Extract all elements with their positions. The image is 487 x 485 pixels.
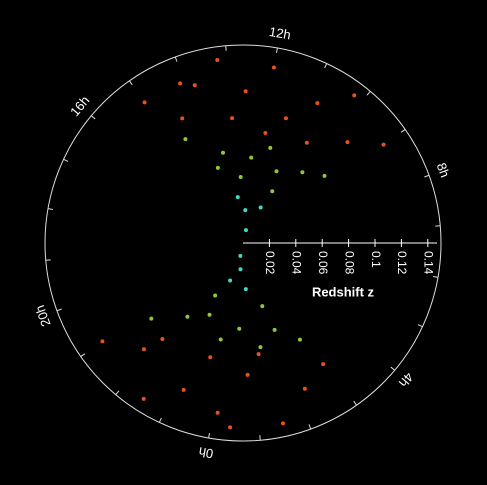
galaxy-point bbox=[243, 287, 248, 292]
galaxy-point bbox=[304, 140, 309, 145]
galaxy-point bbox=[207, 312, 212, 317]
rim-tick bbox=[115, 390, 120, 395]
galaxy-point bbox=[381, 142, 386, 147]
galaxy-point bbox=[258, 205, 263, 210]
galaxy-point bbox=[235, 195, 240, 200]
galaxy-point bbox=[185, 314, 190, 319]
galaxy-point bbox=[141, 396, 146, 401]
rim-tick bbox=[366, 91, 371, 96]
r-tick-label: 0.14 bbox=[422, 251, 436, 275]
r-tick-label: 0.02 bbox=[263, 251, 277, 275]
rim-tick bbox=[353, 400, 357, 406]
galaxy-point bbox=[302, 386, 307, 391]
rim-tick bbox=[432, 276, 439, 278]
galaxy-point bbox=[221, 150, 226, 155]
galaxy-point bbox=[228, 278, 233, 283]
galaxy-point bbox=[215, 410, 220, 415]
galaxy-point bbox=[345, 140, 350, 145]
galaxy-point bbox=[243, 89, 248, 94]
galaxy-point bbox=[270, 189, 275, 194]
galaxy-point bbox=[260, 304, 265, 309]
angle-tick-label: 12h bbox=[268, 24, 292, 43]
galaxy-point bbox=[280, 421, 285, 426]
angle-tick-label: 0h bbox=[198, 444, 215, 461]
galaxy-point bbox=[149, 316, 154, 321]
rim-tick bbox=[400, 129, 406, 133]
galaxy-point bbox=[215, 165, 220, 170]
galaxy-point bbox=[180, 116, 185, 121]
rim-tick bbox=[424, 174, 430, 178]
galaxy-point bbox=[245, 372, 250, 377]
galaxy-point bbox=[283, 116, 288, 121]
galaxy-point bbox=[238, 175, 243, 180]
galaxy-point bbox=[183, 137, 188, 142]
galaxy-point bbox=[258, 345, 263, 350]
galaxy-point bbox=[243, 228, 248, 233]
galaxy-point bbox=[249, 155, 254, 160]
rim-tick bbox=[174, 56, 178, 62]
galaxy-point bbox=[297, 337, 302, 342]
galaxy-point bbox=[218, 337, 223, 342]
galaxy-point bbox=[263, 131, 268, 136]
galaxy-point bbox=[238, 253, 243, 258]
r-tick-label: 0.06 bbox=[316, 251, 330, 275]
r-tick-label: 0.12 bbox=[395, 251, 409, 275]
galaxy-point bbox=[100, 339, 105, 344]
galaxy-point bbox=[272, 327, 277, 332]
rim-tick bbox=[208, 432, 210, 439]
rim-tick bbox=[63, 158, 69, 162]
galaxy-point bbox=[271, 65, 276, 70]
galaxy-point bbox=[352, 93, 357, 98]
galaxy-point bbox=[321, 362, 326, 367]
rim-tick bbox=[324, 63, 328, 69]
rim-tick bbox=[276, 47, 278, 54]
galaxy-point bbox=[215, 57, 220, 62]
galaxy-point bbox=[256, 352, 261, 357]
galaxy-point bbox=[178, 81, 183, 86]
rim-tick bbox=[308, 424, 312, 430]
galaxy-point bbox=[142, 100, 147, 105]
galaxy-point bbox=[141, 347, 146, 352]
angle-tick-label: 8h bbox=[434, 161, 453, 180]
galaxy-point bbox=[315, 101, 320, 106]
galaxy-point bbox=[243, 208, 248, 213]
galaxy-point bbox=[268, 145, 273, 150]
galaxy-point bbox=[213, 293, 218, 298]
r-tick-label: 0.04 bbox=[290, 251, 304, 275]
rim-tick bbox=[417, 324, 423, 328]
rim-tick bbox=[47, 208, 54, 210]
galaxy-point bbox=[230, 116, 235, 121]
r-tick-label: 0.1 bbox=[369, 251, 383, 268]
rim-tick bbox=[91, 115, 96, 120]
rim-tick bbox=[390, 366, 395, 371]
outer-circle bbox=[44, 44, 442, 442]
galaxy-point bbox=[237, 326, 242, 331]
angle-tick-label: 20h bbox=[32, 303, 54, 329]
galaxy-point bbox=[160, 337, 165, 342]
galaxy-point bbox=[322, 173, 327, 178]
galaxy-point bbox=[274, 169, 279, 174]
rim-tick bbox=[158, 417, 162, 423]
rim-tick bbox=[56, 308, 62, 312]
r-tick-label: 0.08 bbox=[342, 251, 356, 275]
galaxy-point bbox=[192, 83, 197, 88]
rim-tick bbox=[129, 80, 133, 86]
axis-label: Redshift z bbox=[312, 284, 375, 299]
galaxy-point bbox=[181, 387, 186, 392]
galaxy-point bbox=[300, 170, 305, 175]
galaxy-point bbox=[208, 355, 213, 360]
galaxy-point bbox=[228, 425, 233, 430]
galaxy-point bbox=[238, 267, 243, 272]
rim-tick bbox=[80, 353, 86, 357]
